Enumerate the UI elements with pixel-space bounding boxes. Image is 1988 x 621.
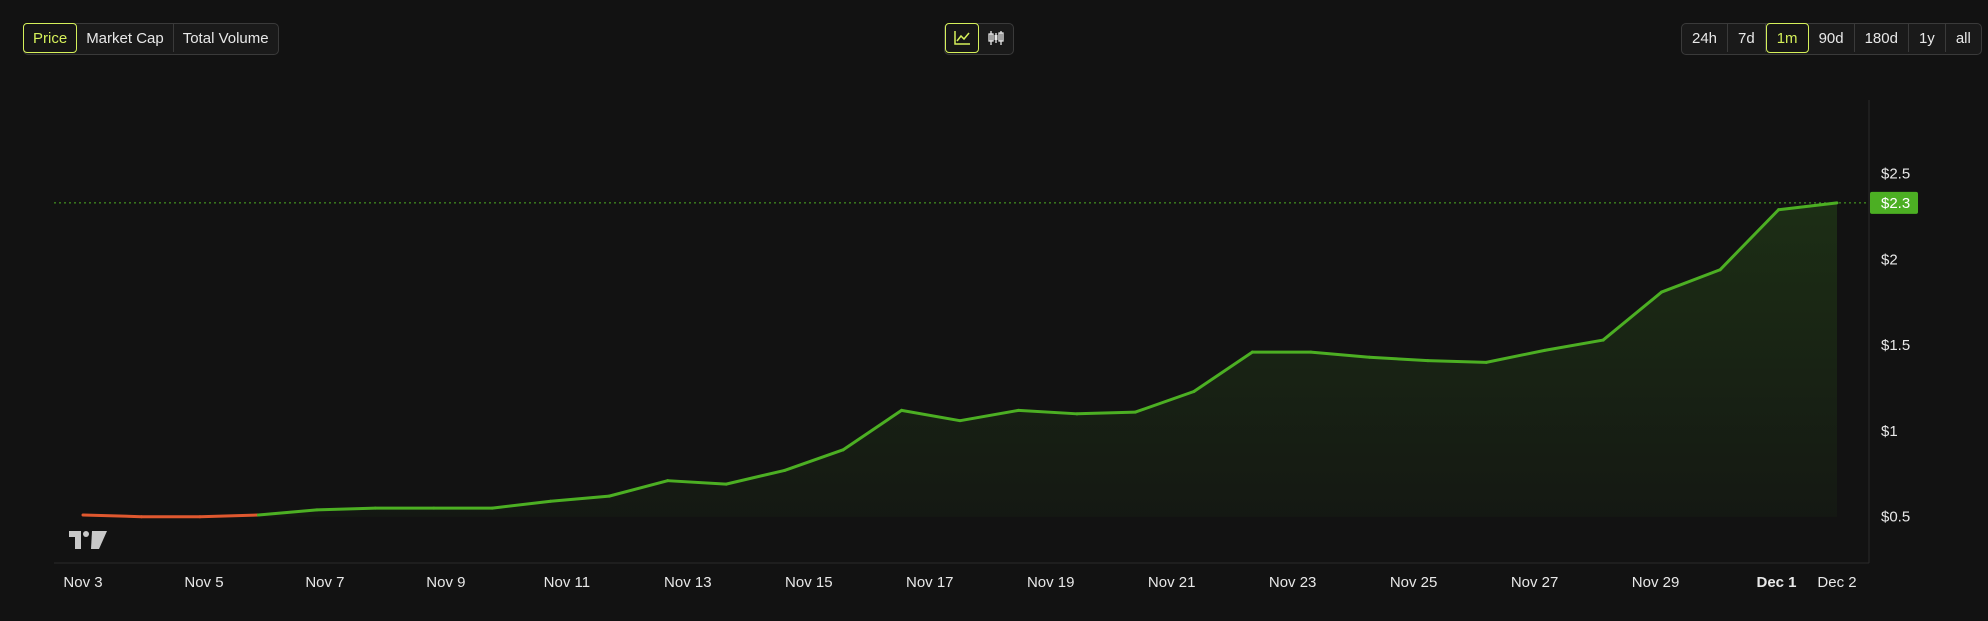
price-area-fill [83, 202, 1837, 517]
range-7d[interactable]: 7d [1728, 24, 1766, 52]
x-tick-label: Nov 21 [1148, 574, 1196, 591]
y-tick-label: $0.5 [1881, 509, 1910, 526]
time-range-group: 24h 7d 1m 90d 180d 1y all [1681, 23, 1982, 55]
line-chart-icon [954, 31, 970, 45]
current-price-tag-bg [1870, 191, 1918, 214]
price-line-segment [900, 408, 962, 423]
price-line-segment [841, 408, 904, 452]
candlestick-chart-icon [988, 31, 1004, 45]
x-tick-label: Nov 19 [1027, 574, 1075, 591]
chart-type-group [944, 23, 1014, 55]
x-tick-label: Nov 29 [1632, 574, 1680, 591]
price-line-segment [198, 513, 260, 519]
price-line-segment [724, 468, 787, 486]
price-line-segment [315, 506, 377, 512]
x-tick-label: Nov 3 [63, 574, 102, 591]
tab-total-volume[interactable]: Total Volume [182, 29, 269, 47]
range-24h[interactable]: 24h [1682, 24, 1729, 52]
range-90d[interactable]: 90d [1809, 24, 1855, 52]
price-line-segment [1660, 268, 1722, 294]
metric-tab-group: Price Market Cap Total Volume [23, 23, 279, 55]
current-price-tag: $2.3 [1870, 191, 1918, 214]
y-tick-labels: $2.5 $2 $1.5 $1 $0.5 [1881, 166, 1910, 526]
x-tick-label: Nov 15 [785, 574, 833, 591]
x-tick-label: Dec 1 [1757, 574, 1797, 591]
price-line-segment [1016, 408, 1079, 416]
price-line-segment [1426, 359, 1488, 364]
price-line-segment [81, 513, 143, 519]
price-line-segment [1075, 410, 1137, 416]
tradingview-logo-mark-t [69, 531, 81, 549]
x-tick-label: Nov 9 [426, 574, 465, 591]
line-chart-button[interactable] [945, 23, 979, 53]
x-tick-label: Nov 7 [305, 574, 344, 591]
y-tick-label: $2 [1881, 251, 1898, 268]
y-tick-label: $2.5 [1881, 166, 1910, 183]
price-line-segment [256, 508, 319, 517]
price-line-segment [490, 499, 553, 510]
price-line-segment [1192, 350, 1254, 394]
x-tick-labels: Nov 3 Nov 5 Nov 7 Nov 9 Nov 11 Nov 13 Nov 15 No… [63, 574, 1856, 591]
price-line-segment [1777, 201, 1839, 212]
range-180d[interactable]: 180d [1855, 24, 1909, 52]
x-tick-label: Nov 11 [544, 574, 590, 591]
price-line-segment [1367, 355, 1430, 363]
x-tick-label: Nov 5 [184, 574, 223, 591]
price-line-segment [549, 494, 611, 503]
price-line-segment [666, 479, 728, 486]
tradingview-logo-mark-dot [83, 531, 89, 537]
x-tick-label: Nov 17 [906, 574, 954, 591]
tradingview-logo [69, 531, 107, 549]
price-line-segment [1601, 290, 1664, 342]
range-1m[interactable]: 1m [1765, 23, 1809, 53]
tab-market-cap[interactable]: Market Cap [77, 24, 174, 52]
x-tick-label: Nov 25 [1390, 574, 1438, 591]
range-1y[interactable]: 1y [1909, 24, 1946, 52]
y-tick-label: $1.5 [1881, 337, 1910, 354]
candlestick-chart-button[interactable] [979, 24, 1013, 52]
price-line-segment [1718, 208, 1781, 272]
line-layer [54, 201, 1869, 519]
current-price-label: $2.3 [1881, 195, 1910, 212]
price-line-segment [783, 448, 845, 472]
price-line-segment [958, 408, 1020, 423]
price-line-segment [1133, 390, 1196, 414]
x-tick-label: Nov 27 [1511, 574, 1559, 591]
y-tick-label: $1 [1881, 423, 1898, 440]
tab-price[interactable]: Price [23, 23, 78, 53]
tradingview-logo-mark-v [91, 531, 107, 549]
range-all[interactable]: all [1955, 29, 1971, 47]
price-line-segment [1484, 348, 1547, 364]
x-tick-label: Nov 23 [1269, 574, 1317, 591]
x-tick-label: Dec 2 [1817, 574, 1856, 591]
area-layer [83, 202, 1837, 517]
x-tick-label: Nov 13 [664, 574, 712, 591]
chart-axes [54, 100, 1870, 564]
price-line-segment [1543, 338, 1605, 352]
price-line-segment [607, 479, 670, 498]
price-line-segment [1309, 350, 1371, 359]
